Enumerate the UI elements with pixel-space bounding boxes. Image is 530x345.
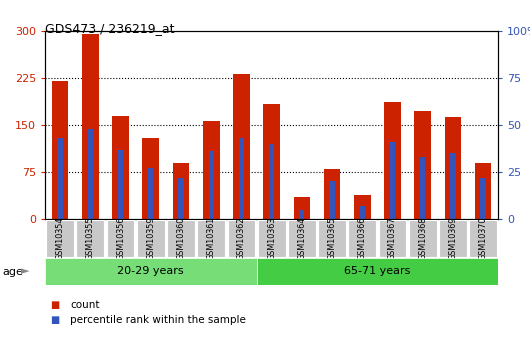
Text: GSM10360: GSM10360 [176, 217, 186, 260]
FancyBboxPatch shape [46, 220, 74, 257]
Text: GSM10354: GSM10354 [56, 217, 65, 260]
Text: GSM10362: GSM10362 [237, 217, 246, 260]
Bar [299, 210, 305, 219]
FancyBboxPatch shape [288, 220, 316, 257]
Bar [480, 178, 486, 219]
Text: GSM10355: GSM10355 [86, 217, 95, 260]
Bar [475, 163, 491, 219]
Bar [173, 163, 189, 219]
Bar [269, 144, 275, 219]
FancyBboxPatch shape [45, 258, 257, 285]
Text: GSM10364: GSM10364 [297, 217, 306, 260]
Text: 65-71 years: 65-71 years [344, 266, 411, 276]
FancyBboxPatch shape [167, 220, 195, 257]
Text: GSM10366: GSM10366 [358, 217, 367, 260]
Bar [143, 138, 159, 219]
Text: percentile rank within the sample: percentile rank within the sample [70, 315, 246, 325]
FancyBboxPatch shape [137, 220, 165, 257]
FancyBboxPatch shape [318, 220, 346, 257]
Bar [420, 157, 426, 219]
Bar [112, 116, 129, 219]
Text: GDS473 / 236219_at: GDS473 / 236219_at [45, 22, 174, 36]
Text: GSM10370: GSM10370 [479, 217, 488, 260]
Bar [87, 129, 93, 219]
Text: count: count [70, 300, 100, 310]
Text: GSM10356: GSM10356 [116, 217, 125, 260]
FancyBboxPatch shape [227, 220, 255, 257]
Bar [208, 151, 214, 219]
FancyBboxPatch shape [197, 220, 225, 257]
Text: age: age [3, 267, 23, 276]
Text: ■: ■ [50, 315, 59, 325]
Bar [203, 121, 219, 219]
Text: GSM10367: GSM10367 [388, 217, 397, 260]
Bar [384, 102, 401, 219]
FancyBboxPatch shape [469, 220, 497, 257]
Text: GSM10359: GSM10359 [146, 217, 155, 260]
Bar [233, 74, 250, 219]
Bar [52, 81, 68, 219]
Text: GSM10363: GSM10363 [267, 217, 276, 260]
FancyBboxPatch shape [409, 220, 437, 257]
Text: 20-29 years: 20-29 years [118, 266, 184, 276]
FancyBboxPatch shape [348, 220, 376, 257]
FancyBboxPatch shape [107, 220, 135, 257]
Bar [445, 117, 461, 219]
FancyBboxPatch shape [378, 220, 407, 257]
FancyBboxPatch shape [257, 258, 498, 285]
Bar [450, 153, 456, 219]
Bar [294, 197, 310, 219]
Bar [390, 142, 395, 219]
Text: ►: ► [21, 267, 30, 276]
Text: GSM10369: GSM10369 [448, 217, 457, 260]
Text: ■: ■ [50, 300, 59, 310]
Text: GSM10365: GSM10365 [328, 217, 337, 260]
Bar [354, 195, 370, 219]
Text: GSM10368: GSM10368 [418, 217, 427, 260]
FancyBboxPatch shape [258, 220, 286, 257]
Bar [324, 169, 340, 219]
FancyBboxPatch shape [76, 220, 104, 257]
Bar [148, 168, 154, 219]
Text: GSM10361: GSM10361 [207, 217, 216, 260]
Bar [178, 178, 184, 219]
Bar [414, 111, 431, 219]
Bar [238, 138, 244, 219]
Bar [329, 181, 335, 219]
FancyBboxPatch shape [439, 220, 467, 257]
Bar [118, 149, 123, 219]
Bar [82, 34, 99, 219]
Bar [359, 206, 365, 219]
Bar [57, 138, 63, 219]
Bar [263, 105, 280, 219]
